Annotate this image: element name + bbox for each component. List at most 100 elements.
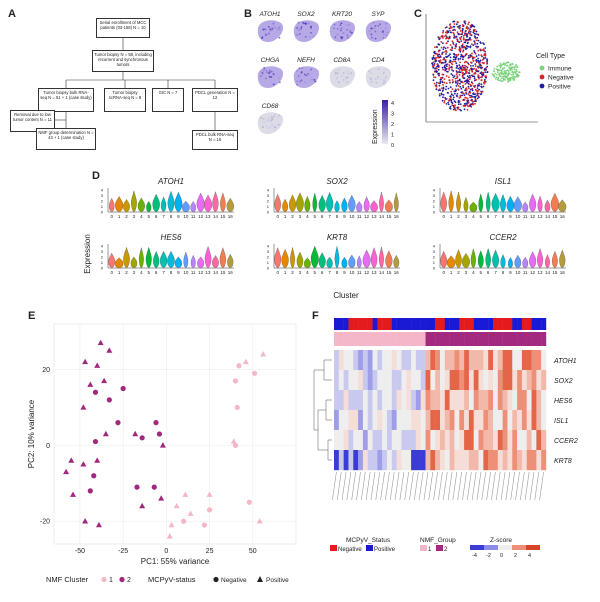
heatmap-cell	[415, 390, 421, 411]
umap-cell	[475, 30, 478, 33]
umap-cell	[452, 70, 455, 72]
pca-point-negative	[153, 420, 159, 426]
umap-cell	[478, 83, 481, 85]
heatmap-mcpyv-cell	[377, 318, 383, 330]
heatmap-cell	[401, 410, 407, 431]
violin-xtick: 12	[198, 214, 204, 219]
flowchart: Serial enrollment of MCC patients (03-15…	[0, 0, 240, 165]
feature-point	[272, 128, 275, 131]
heatmap-legend-nmf-swatch	[420, 545, 427, 551]
violin-xtick: 14	[545, 214, 551, 219]
umap-cell-immune	[499, 66, 502, 69]
pca-point-positive	[230, 438, 237, 444]
umap-cell	[454, 36, 457, 39]
heatmap-cell	[358, 350, 364, 371]
feature-point	[312, 24, 314, 26]
heatmap-cell	[382, 450, 388, 471]
violin-shape	[470, 248, 476, 269]
umap-cell	[436, 53, 439, 56]
umap-cell	[431, 62, 433, 65]
violin-xtick: 11	[357, 214, 362, 219]
violin-ytick: 2	[101, 255, 104, 260]
heatmap-cell	[425, 430, 431, 451]
umap-cell	[486, 71, 489, 74]
heatmap-cell	[502, 370, 508, 391]
heatmap-cell	[372, 430, 378, 451]
heatmap-cell	[406, 390, 412, 411]
violin-shape	[153, 251, 160, 269]
feature-point	[369, 77, 372, 79]
violin-shape	[513, 196, 522, 213]
umap-cell	[440, 36, 442, 38]
heatmap-cell	[338, 450, 344, 471]
umap-cell	[472, 64, 474, 67]
feature-point	[349, 31, 352, 34]
umap-cell	[450, 93, 453, 96]
feature-point	[310, 26, 312, 29]
heatmap-mcpyv-cell	[440, 318, 446, 330]
violin-ytick: 1	[267, 260, 270, 265]
violin-xtick: 3	[299, 270, 302, 275]
umap-cell	[475, 61, 478, 64]
feature-point	[384, 80, 386, 83]
umap-cell-immune	[493, 70, 495, 73]
feature-point	[382, 84, 384, 86]
umap-cell	[464, 20, 467, 23]
umap-cell	[452, 58, 455, 61]
umap-cell	[437, 56, 440, 59]
pca-point-negative	[92, 438, 99, 445]
heatmap-cell	[420, 410, 426, 431]
pca-ytick: -20	[40, 519, 50, 526]
feature-point	[266, 119, 269, 122]
feature-point	[350, 67, 352, 69]
umap-cell-immune	[507, 70, 510, 73]
umap-cell	[471, 70, 474, 73]
heatmap-cell	[502, 390, 508, 411]
violin-xtick: 13	[372, 270, 378, 275]
heatmap-cell	[512, 390, 518, 411]
violin-shape	[552, 250, 558, 269]
violin-shape	[440, 250, 448, 269]
umap-cell	[480, 92, 483, 95]
feature-point	[278, 36, 281, 39]
umap-cell	[456, 83, 459, 85]
umap-cell	[478, 88, 481, 91]
feature-point	[278, 114, 281, 117]
heatmap-cell	[449, 390, 455, 411]
umap-cell	[477, 45, 479, 48]
heatmap-sample-label	[462, 471, 467, 501]
heatmap-cell	[493, 430, 499, 451]
violin-shape	[545, 254, 550, 269]
umap-cell	[469, 56, 472, 58]
heatmap: ATOH1SOX2HES6ISL1CCER2KRT8MCPyV_StatusNe…	[313, 318, 578, 559]
umap-cell	[461, 45, 464, 48]
umap-cell	[472, 96, 474, 98]
umap-cell	[472, 60, 475, 62]
umap-cell	[452, 76, 455, 79]
feature-point	[345, 77, 347, 79]
heatmap-cell	[521, 350, 527, 371]
umap-cell	[462, 58, 464, 61]
violin-shape	[130, 256, 138, 269]
violin-xtick: 10	[183, 214, 189, 219]
heatmap-cell	[464, 390, 470, 411]
umap-cell	[453, 52, 455, 55]
umap-cell-immune	[510, 74, 513, 76]
pca-point-negative	[115, 420, 121, 426]
umap-cell	[442, 84, 444, 86]
heatmap-cell	[343, 450, 349, 471]
violin-xtick: 14	[379, 214, 385, 219]
umap-cell	[433, 57, 436, 60]
heatmap-nmf-cell	[391, 332, 397, 346]
heatmap-cell	[517, 390, 523, 411]
umap-cell-immune	[508, 72, 511, 74]
umap-cell-immune	[495, 78, 497, 80]
violin-xtick: 6	[487, 214, 490, 219]
pca-point-positive	[159, 442, 166, 448]
heatmap-cell	[367, 430, 373, 451]
heatmap-nmf-cell	[526, 332, 532, 346]
umap-cell-immune	[512, 73, 515, 76]
heatmap-mcpyv-cell	[483, 318, 489, 330]
violin-xtick: 6	[321, 214, 324, 219]
heatmap-legend-nmf-swatch	[436, 545, 443, 551]
